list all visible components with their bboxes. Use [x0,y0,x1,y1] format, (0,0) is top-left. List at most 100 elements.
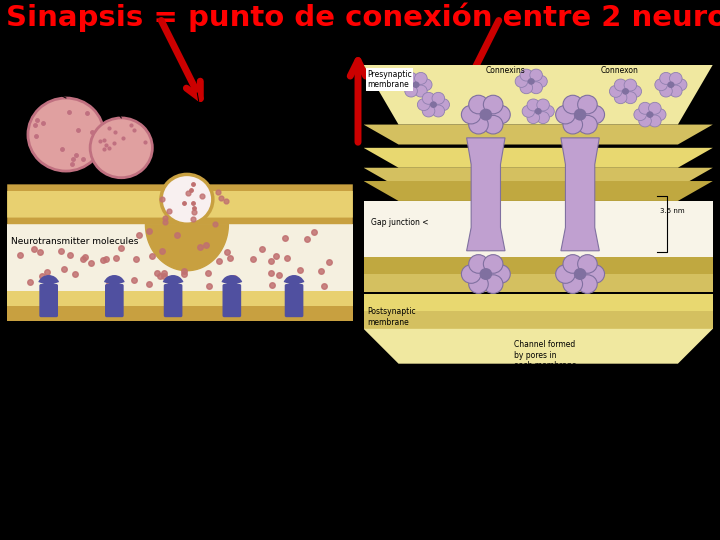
Circle shape [563,116,582,134]
Wedge shape [222,275,242,286]
Circle shape [469,116,488,134]
Circle shape [422,105,435,117]
Text: Presynaptic
membrane: Presynaptic membrane [367,70,412,89]
Circle shape [483,95,503,114]
Text: Synaptic
cleft: Synaptic cleft [344,269,387,291]
Circle shape [469,255,488,273]
Circle shape [430,102,437,108]
FancyBboxPatch shape [284,284,303,317]
Circle shape [675,79,687,91]
Circle shape [420,79,432,91]
Circle shape [639,102,652,114]
Circle shape [415,85,427,97]
Circle shape [574,109,586,120]
Circle shape [418,99,430,111]
Circle shape [537,112,549,124]
Circle shape [614,92,627,104]
Circle shape [660,72,672,84]
Circle shape [629,85,642,97]
Circle shape [614,79,627,91]
Bar [7,291,353,306]
Text: BRECHA SINAPTICA: BRECHA SINAPTICA [97,436,263,451]
Circle shape [405,72,418,84]
Text: MEMBRANA/MEMBRANA (Cpo): MEMBRANA/MEMBRANA (Cpo) [410,439,667,454]
Circle shape [670,85,682,97]
Circle shape [577,116,597,134]
Circle shape [541,105,554,117]
Text: Postsynaptic
membrane
receptors: Postsynaptic membrane receptors [138,324,196,354]
Text: Connexins: Connexins [486,66,526,76]
Circle shape [527,112,539,124]
Polygon shape [467,138,505,251]
Circle shape [530,82,542,94]
Circle shape [639,115,652,127]
Circle shape [535,108,541,114]
Circle shape [577,255,597,273]
Circle shape [483,255,503,273]
Circle shape [483,275,503,293]
Wedge shape [163,275,184,286]
Text: NEUROTRANSMISOR: NEUROTRANSMISOR [93,415,267,430]
Polygon shape [145,224,228,271]
Circle shape [437,99,449,111]
Circle shape [654,109,666,120]
FancyBboxPatch shape [222,284,241,317]
Circle shape [161,174,213,224]
Circle shape [483,116,503,134]
Text: UNIDIRECCIONAL: UNIDIRECCIONAL [107,457,253,472]
Circle shape [491,105,510,124]
Circle shape [422,92,435,104]
Wedge shape [104,275,125,286]
Bar [364,274,713,292]
Circle shape [609,85,622,97]
Bar [364,258,713,276]
Circle shape [670,72,682,84]
Circle shape [667,82,675,88]
Circle shape [654,79,667,91]
Circle shape [622,88,629,94]
Polygon shape [364,329,713,363]
Polygon shape [364,125,713,145]
Circle shape [577,95,597,114]
Text: 3.5 nm: 3.5 nm [660,208,685,214]
Circle shape [28,98,104,171]
Circle shape [432,105,445,117]
FancyBboxPatch shape [7,191,353,218]
Circle shape [530,69,542,81]
Text: Channel formed
by pores in
each membrane: Channel formed by pores in each membrane [514,340,576,370]
Text: Connexon: Connexon [601,66,639,76]
Circle shape [527,99,539,111]
Bar [7,224,353,291]
Circle shape [647,111,654,118]
Bar [364,201,713,258]
Circle shape [415,72,427,84]
Circle shape [535,76,547,87]
Circle shape [556,265,575,284]
FancyBboxPatch shape [40,284,58,317]
Circle shape [515,76,528,87]
Circle shape [624,92,636,104]
Circle shape [563,95,582,114]
Circle shape [660,85,672,97]
Wedge shape [284,275,305,286]
Text: FLEXIBLES/APRENDER: FLEXIBLES/APRENDER [86,508,274,523]
FancyBboxPatch shape [163,284,182,317]
Text: Gap junction <: Gap junction < [371,218,428,227]
Circle shape [537,99,549,111]
Circle shape [400,79,413,91]
Polygon shape [561,138,599,251]
Circle shape [480,268,492,280]
Circle shape [649,115,661,127]
Circle shape [462,265,481,284]
Text: Postsynaptic
membrane: Postsynaptic membrane [367,307,415,327]
Circle shape [528,78,535,85]
Circle shape [469,275,488,293]
Circle shape [563,275,582,293]
Text: Synaptic vesicles: Synaptic vesicles [24,77,103,85]
FancyBboxPatch shape [105,284,124,317]
Circle shape [585,105,605,124]
Circle shape [462,105,481,124]
FancyBboxPatch shape [7,184,353,224]
Text: IONES x GAP.: IONES x GAP. [482,415,594,430]
Polygon shape [364,181,713,201]
